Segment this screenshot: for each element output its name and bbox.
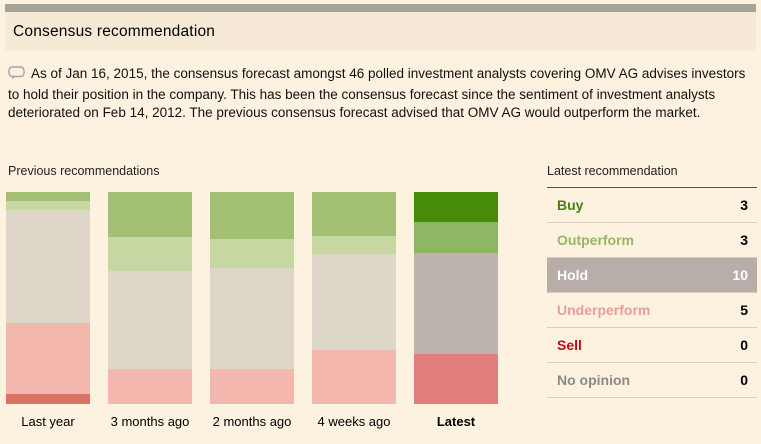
recommendation-history-chart: [6, 192, 498, 404]
section-header: Consensus recommendation: [5, 12, 756, 51]
bar-segment-buy: [414, 192, 498, 223]
row-label: Outperform: [557, 232, 634, 248]
bar-category-label: Latest: [436, 414, 476, 429]
bar-category-label: 2 months ago: [212, 414, 292, 429]
table-row-underperform: Underperform 5: [547, 293, 757, 328]
bar-segment-hold: [414, 252, 498, 354]
row-value: 0: [740, 337, 748, 353]
speech-bubble-icon: [8, 66, 25, 86]
row-label: Underperform: [557, 302, 651, 318]
table-row-hold: Hold 10: [547, 258, 757, 293]
stacked-bar-last-year: [6, 192, 90, 404]
row-value: 5: [740, 302, 748, 318]
bar-segment-hold: [6, 209, 90, 323]
bar-segment-underperform: [312, 349, 396, 404]
table-row-buy: Buy 3: [547, 188, 757, 223]
bar-segment-underperform: [210, 369, 294, 404]
bar-segment-buy: [6, 192, 90, 201]
bar-segment-sell: [6, 393, 90, 404]
previous-recommendations-label: Previous recommendations: [8, 164, 160, 178]
chart-category-labels: Last year 3 months ago 2 months ago 4 weeks…: [6, 414, 498, 429]
bar-segment-underperform: [414, 353, 498, 404]
bar-category-label: 4 weeks ago: [317, 414, 391, 429]
consensus-summary: As of Jan 16, 2015, the consensus foreca…: [8, 65, 749, 123]
latest-recommendation-label: Latest recommendation: [547, 164, 678, 178]
bar-segment-outperform: [6, 200, 90, 210]
table-header-rule: [547, 187, 757, 188]
bar-category-label: 3 months ago: [110, 414, 190, 429]
latest-recommendation-table: Buy 3 Outperform 3 Hold 10 Underperform …: [547, 188, 757, 398]
table-row-outperform: Outperform 3: [547, 223, 757, 258]
bar-segment-outperform: [414, 222, 498, 253]
consensus-summary-text: As of Jan 16, 2015, the consensus foreca…: [8, 66, 746, 121]
row-value: 10: [732, 267, 748, 283]
bar-segment-buy: [108, 192, 192, 237]
bar-segment-outperform: [210, 239, 294, 269]
top-divider-bar: [5, 4, 756, 12]
table-row-sell: Sell 0: [547, 328, 757, 363]
bar-segment-hold: [210, 268, 294, 369]
stacked-bar-2-months-ago: [210, 192, 294, 404]
bar-segment-outperform: [312, 236, 396, 255]
stacked-bar-3-months-ago: [108, 192, 192, 404]
stacked-bar-4-weeks-ago: [312, 192, 396, 404]
stacked-bar-latest: [414, 192, 498, 404]
bar-segment-underperform: [6, 322, 90, 394]
row-value: 3: [740, 197, 748, 213]
row-label: Sell: [557, 337, 582, 353]
bar-segment-hold: [108, 270, 192, 369]
row-label: Hold: [557, 267, 589, 283]
bar-segment-buy: [210, 192, 294, 240]
bar-segment-buy: [312, 192, 396, 237]
row-value: 3: [740, 232, 748, 248]
row-label: Buy: [557, 197, 584, 213]
row-value: 0: [740, 372, 748, 388]
table-row-no-opinion: No opinion 0: [547, 363, 757, 398]
bar-category-label: Last year: [21, 414, 75, 429]
row-label: No opinion: [557, 372, 631, 388]
bar-segment-outperform: [108, 236, 192, 271]
page-title: Consensus recommendation: [13, 23, 216, 40]
bar-segment-underperform: [108, 368, 192, 404]
bar-segment-hold: [312, 254, 396, 350]
